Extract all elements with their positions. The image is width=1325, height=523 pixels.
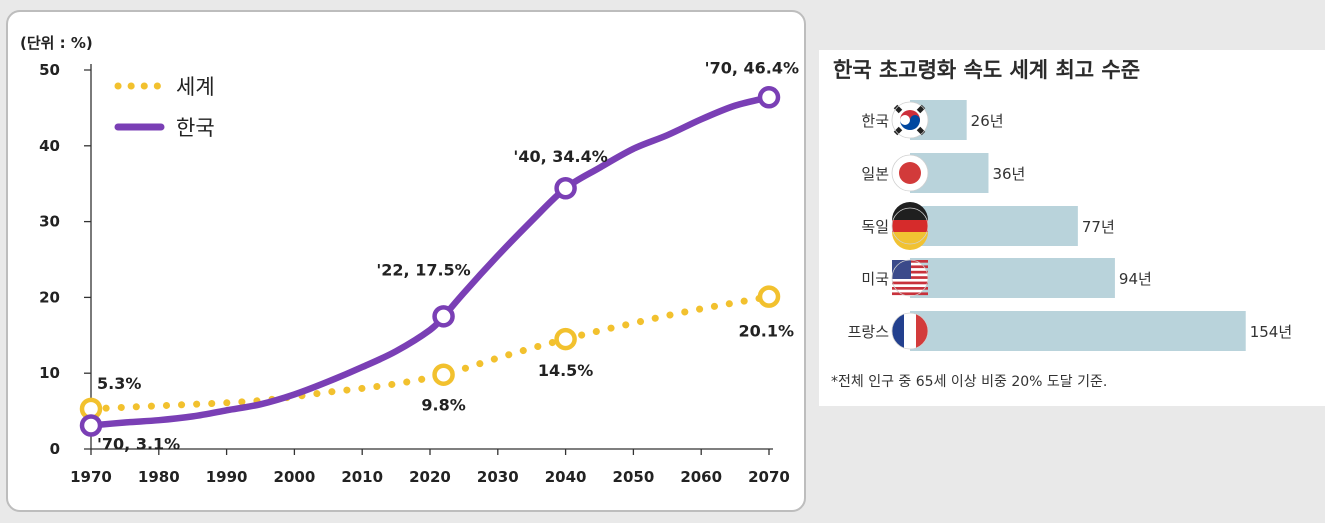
bar-value-label: 94년 (1119, 270, 1152, 288)
y-tick-label: 30 (39, 213, 60, 231)
legend-korea-label: 한국 (176, 116, 215, 140)
germany-flag (891, 202, 929, 250)
world-data-marker (432, 363, 455, 386)
x-tick-label: 2030 (477, 468, 519, 486)
korea-data-marker (757, 86, 781, 109)
france-flag (891, 312, 929, 350)
trigram (893, 104, 903, 114)
flag-stripe (892, 281, 928, 285)
stripe-black (892, 202, 928, 220)
korea-1970-label: '70, 3.1% (97, 435, 180, 454)
flag-outline (891, 259, 929, 297)
x-tick-label: 2060 (680, 468, 722, 486)
country-label: 한국 (861, 112, 889, 130)
bar-chart-footnote: *전체 인구 중 65세 이상 비중 20% 도달 기준. (831, 374, 1108, 390)
x-tick-label: 2050 (613, 468, 655, 486)
rising-sun-disc (899, 162, 921, 184)
country-label: 프랑스 (848, 323, 890, 341)
bar-4 (910, 311, 1246, 351)
y-tick-label: 0 (50, 440, 60, 458)
y-tick-label: 20 (39, 288, 60, 306)
stripe-gold (892, 232, 928, 250)
x-tick-label: 1990 (206, 468, 248, 486)
bar-value-label: 77년 (1082, 218, 1115, 236)
world-data-marker (554, 327, 577, 351)
bar-value-label: 26년 (971, 112, 1004, 130)
star-canton (892, 260, 911, 279)
world-data-marker (757, 285, 781, 308)
trigram (893, 126, 903, 136)
x-tick-label: 1980 (138, 468, 180, 486)
trigram (916, 126, 926, 136)
stripe-red (916, 314, 929, 348)
aging-ratio-line-chart-panel: (단위 : %) 0 10 20 30 40 50 1970 1980 1990 2000 2010 2… (6, 10, 806, 512)
y-axis-unit-label: (단위 : %) (20, 34, 93, 52)
x-tick-label: 2040 (545, 468, 587, 486)
bar-value-label: 36년 (992, 165, 1025, 183)
trigram (916, 104, 926, 114)
flag-stripe (892, 287, 928, 290)
flag-stripe (892, 292, 928, 296)
world-2070-label: 20.1% (738, 322, 794, 341)
world-1970-label: 5.3% (97, 374, 141, 393)
korea-2070-label: '70, 46.4% (705, 58, 799, 77)
stripe-red (892, 220, 928, 232)
y-tick-label: 50 (39, 61, 60, 79)
bar-2 (910, 206, 1078, 246)
usa-flag (891, 259, 929, 297)
korea-2040-label: '40, 34.4% (513, 147, 607, 166)
bar-value-label: 154년 (1250, 323, 1292, 341)
flag-outline (891, 154, 929, 192)
taegeuk-blue (900, 115, 920, 130)
x-tick-label: 2020 (409, 468, 451, 486)
world-series-line (87, 293, 773, 413)
korea-data-marker (554, 176, 577, 200)
korea-flag (891, 101, 929, 139)
bar-chart-title: 한국 초고령화 속도 세계 최고 수준 (833, 58, 1141, 82)
country-label: 독일 (861, 218, 889, 236)
flag-outline (891, 101, 929, 139)
stripe-blue (891, 314, 904, 348)
y-tick-label: 40 (39, 137, 60, 155)
x-tick-label: 2070 (748, 468, 790, 486)
korea-data-marker (432, 305, 455, 328)
korea-data-marker (79, 414, 103, 437)
y-tick-label: 10 (39, 364, 60, 382)
x-tick-label: 2010 (341, 468, 383, 486)
country-label: 미국 (861, 270, 889, 288)
country-label: 일본 (861, 165, 889, 183)
korea-2022-label: '22, 17.5% (376, 260, 470, 279)
bar-3 (910, 258, 1115, 298)
legend-world-label: 세계 (176, 75, 215, 99)
world-2040-label: 14.5% (538, 361, 594, 380)
flag-outline (891, 207, 929, 245)
world-2022-label: 9.8% (421, 396, 465, 415)
x-tick-label: 1970 (70, 468, 112, 486)
x-tick-label: 2000 (274, 468, 316, 486)
japan-flag (891, 154, 929, 192)
flag-outline (891, 312, 929, 350)
